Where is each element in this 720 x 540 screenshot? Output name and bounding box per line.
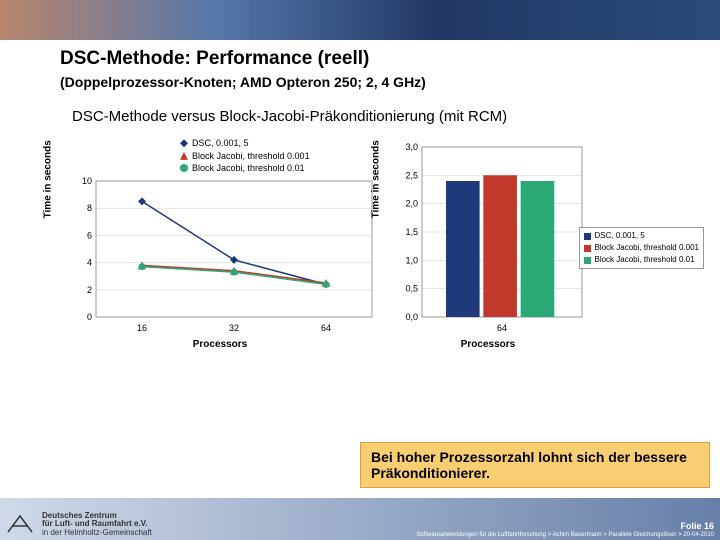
svg-text:1,5: 1,5	[405, 227, 418, 237]
legend-label: DSC, 0.001, 5	[594, 230, 644, 242]
slide-subtitle: (Doppelprozessor-Knoten; AMD Opteron 250…	[60, 74, 680, 90]
top-banner	[0, 0, 720, 40]
credit-line: Softwareanwendungen für die Luftfahrtfor…	[416, 532, 714, 538]
svg-text:8: 8	[87, 203, 92, 213]
swatch-icon	[584, 233, 591, 240]
swatch-icon	[584, 245, 591, 252]
callout-box: Bei hoher Prozessorzahl lohnt sich der b…	[360, 442, 710, 488]
svg-text:3,0: 3,0	[405, 142, 418, 152]
x-axis-label: Processors	[388, 339, 588, 350]
svg-text:6: 6	[87, 230, 92, 240]
triangle-icon	[180, 152, 188, 160]
bar-chart-svg: 0,0 0,5 1,0 1,5 2,0 2,5 3,0 64	[388, 137, 588, 337]
svg-text:4: 4	[87, 258, 92, 268]
legend-label: DSC, 0.001, 5	[192, 137, 249, 150]
legend-label: Block Jacobi, threshold 0.001	[594, 242, 699, 254]
org-tagline: in der Helmholtz-Gemeinschaft	[42, 529, 152, 538]
y-axis-label: Time in seconds	[371, 140, 382, 218]
footer-right: Folie 16 Softwareanwendungen für die Luf…	[416, 521, 714, 538]
line-chart-legend: DSC, 0.001, 5 Block Jacobi, threshold 0.…	[180, 137, 310, 175]
org-name: Deutsches Zentrumfür Luft- und Raumfahrt…	[42, 512, 152, 530]
svg-text:64: 64	[497, 323, 507, 333]
legend-label: Block Jacobi, threshold 0.001	[192, 150, 310, 163]
footer: Deutsches Zentrumfür Luft- und Raumfahrt…	[0, 498, 720, 540]
svg-text:0: 0	[87, 312, 92, 322]
circle-icon	[180, 164, 188, 172]
swatch-icon	[584, 257, 591, 264]
svg-text:32: 32	[229, 323, 239, 333]
slide-content: DSC-Methode: Performance (reell) (Doppel…	[0, 40, 720, 367]
svg-text:10: 10	[82, 176, 92, 186]
diamond-icon	[180, 139, 188, 147]
svg-text:2,0: 2,0	[405, 199, 418, 209]
comparison-heading: DSC-Methode versus Block-Jacobi-Präkondi…	[72, 108, 680, 125]
charts-row: DSC, 0.001, 5 Block Jacobi, threshold 0.…	[60, 137, 680, 367]
dlr-logo-icon	[6, 512, 36, 538]
line-chart: DSC, 0.001, 5 Block Jacobi, threshold 0.…	[60, 137, 380, 367]
x-axis-label: Processors	[60, 339, 380, 350]
bar-chart-legend: DSC, 0.001, 5 Block Jacobi, threshold 0.…	[579, 227, 704, 269]
svg-text:0,0: 0,0	[405, 312, 418, 322]
svg-text:64: 64	[321, 323, 331, 333]
legend-label: Block Jacobi, threshold 0.01	[594, 254, 694, 266]
bar-chart: Time in seconds 0,00,51,01,52,02,53,064 …	[388, 137, 680, 367]
slide-title: DSC-Methode: Performance (reell)	[60, 48, 680, 70]
footer-left: Deutsches Zentrumfür Luft- und Raumfahrt…	[6, 512, 152, 538]
svg-text:0,5: 0,5	[405, 284, 418, 294]
slide-number: Folie 16	[416, 521, 714, 531]
svg-text:2: 2	[87, 285, 92, 295]
legend-label: Block Jacobi, threshold 0.01	[192, 162, 305, 175]
svg-text:16: 16	[137, 323, 147, 333]
svg-text:2,5: 2,5	[405, 170, 418, 180]
svg-text:1,0: 1,0	[405, 255, 418, 265]
y-axis-label: Time in seconds	[43, 140, 54, 218]
